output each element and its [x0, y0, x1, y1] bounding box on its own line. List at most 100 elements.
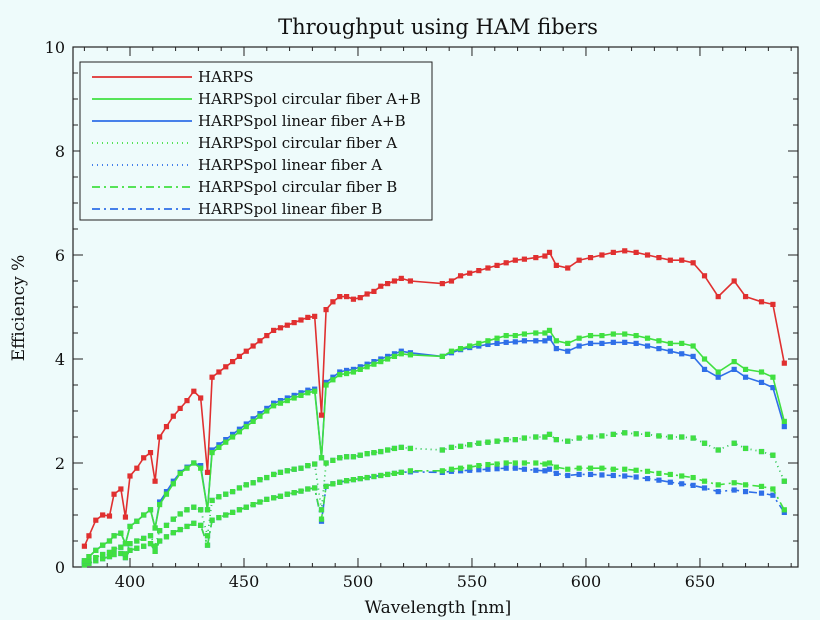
- data-point: [81, 558, 87, 564]
- data-point: [667, 348, 673, 354]
- data-point: [284, 398, 290, 404]
- data-point: [398, 469, 404, 475]
- data-point: [542, 434, 548, 440]
- data-point: [512, 465, 518, 471]
- data-point: [781, 507, 787, 513]
- data-point: [633, 249, 639, 255]
- data-point: [476, 467, 482, 473]
- data-point: [243, 504, 249, 510]
- legend-label: HARPSpol circular fiber B: [198, 178, 397, 196]
- data-point: [731, 278, 737, 284]
- data-point: [364, 364, 370, 370]
- data-point: [357, 452, 363, 458]
- data-point: [350, 369, 357, 375]
- data-point: [553, 346, 559, 352]
- data-point: [398, 444, 404, 450]
- series-6: [81, 465, 787, 568]
- data-point: [204, 542, 211, 548]
- data-point: [204, 507, 211, 513]
- data-point: [264, 474, 270, 481]
- data-point: [364, 291, 370, 297]
- data-point: [305, 314, 311, 320]
- data-point: [587, 465, 594, 471]
- data-point: [690, 343, 696, 349]
- data-point: [391, 353, 398, 359]
- data-point: [271, 495, 277, 501]
- y-tick-label: 6: [55, 246, 65, 265]
- data-point: [448, 278, 455, 284]
- data-point: [191, 504, 197, 510]
- data-point: [323, 382, 329, 388]
- data-point: [457, 346, 464, 352]
- data-point: [656, 477, 662, 483]
- data-point: [198, 465, 204, 471]
- data-point: [277, 469, 284, 475]
- data-point: [364, 451, 370, 457]
- data-point: [610, 339, 616, 345]
- series-5: [81, 460, 787, 568]
- data-point: [553, 464, 559, 470]
- data-point: [758, 369, 765, 375]
- data-point: [163, 534, 170, 540]
- data-point: [209, 374, 215, 380]
- data-point: [521, 435, 528, 441]
- data-point: [250, 480, 256, 486]
- data-point: [576, 257, 582, 263]
- data-point: [485, 341, 491, 348]
- data-point: [291, 490, 297, 496]
- x-axis-label: Wavelength [nm]: [365, 598, 512, 618]
- data-point: [701, 366, 708, 372]
- data-point: [284, 322, 290, 328]
- data-point: [318, 412, 325, 418]
- data-point: [690, 482, 696, 488]
- data-point: [291, 320, 297, 326]
- data-point: [243, 348, 249, 354]
- x-tick-label: 650: [685, 572, 716, 591]
- data-point: [521, 466, 528, 472]
- data-point: [229, 489, 236, 495]
- data-point: [93, 555, 99, 561]
- data-point: [542, 330, 548, 336]
- data-point: [546, 327, 553, 333]
- data-point: [467, 467, 473, 473]
- data-point: [298, 392, 304, 398]
- data-point: [503, 465, 509, 471]
- data-point: [378, 448, 384, 455]
- data-point: [546, 466, 553, 472]
- data-point: [701, 485, 708, 491]
- data-point: [656, 255, 662, 261]
- data-point: [476, 340, 482, 346]
- data-point: [163, 491, 170, 497]
- data-point: [86, 554, 92, 560]
- data-point: [770, 301, 776, 307]
- data-point: [398, 275, 404, 281]
- data-point: [599, 465, 605, 471]
- data-point: [679, 257, 685, 263]
- data-point: [742, 366, 749, 372]
- data-point: [512, 333, 518, 339]
- data-point: [467, 343, 473, 349]
- data-point: [141, 543, 147, 549]
- data-point: [644, 343, 651, 349]
- data-point: [378, 359, 384, 365]
- data-point: [298, 317, 304, 323]
- data-point: [667, 340, 673, 346]
- data-point: [494, 262, 500, 268]
- data-point: [576, 343, 582, 349]
- data-point: [204, 533, 211, 539]
- data-point: [781, 418, 787, 424]
- data-point: [485, 338, 491, 344]
- data-point: [111, 551, 117, 558]
- chart-title: Throughput using HAM fibers: [278, 15, 598, 39]
- data-point: [542, 461, 548, 467]
- data-point: [503, 339, 509, 345]
- data-point: [494, 466, 500, 472]
- data-point: [357, 476, 363, 482]
- data-point: [385, 281, 391, 287]
- data-point: [134, 545, 140, 551]
- data-point: [330, 481, 336, 487]
- data-point: [485, 265, 491, 271]
- data-point: [770, 492, 776, 498]
- data-point: [223, 512, 229, 518]
